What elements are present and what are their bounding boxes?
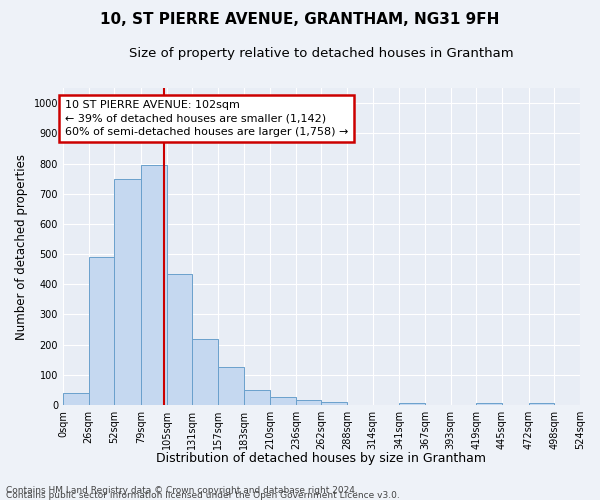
Bar: [114, 178, 141, 405]
Text: Contains HM Land Registry data © Crown copyright and database right 2024.: Contains HM Land Registry data © Crown c…: [6, 486, 358, 495]
Bar: [296, 400, 322, 405]
Bar: [270, 398, 296, 405]
Bar: [476, 402, 502, 405]
Bar: [218, 368, 244, 405]
Bar: [192, 338, 218, 405]
Bar: [63, 393, 89, 405]
Bar: [167, 274, 192, 405]
X-axis label: Distribution of detached houses by size in Grantham: Distribution of detached houses by size …: [157, 452, 487, 465]
Bar: [244, 390, 270, 405]
Bar: [141, 165, 167, 405]
Bar: [89, 257, 114, 405]
Title: Size of property relative to detached houses in Grantham: Size of property relative to detached ho…: [129, 48, 514, 60]
Bar: [529, 402, 554, 405]
Bar: [400, 402, 425, 405]
Text: 10, ST PIERRE AVENUE, GRANTHAM, NG31 9FH: 10, ST PIERRE AVENUE, GRANTHAM, NG31 9FH: [100, 12, 500, 28]
Text: 10 ST PIERRE AVENUE: 102sqm
← 39% of detached houses are smaller (1,142)
60% of : 10 ST PIERRE AVENUE: 102sqm ← 39% of det…: [65, 100, 348, 136]
Y-axis label: Number of detached properties: Number of detached properties: [15, 154, 28, 340]
Bar: [322, 402, 347, 405]
Text: Contains public sector information licensed under the Open Government Licence v3: Contains public sector information licen…: [6, 490, 400, 500]
